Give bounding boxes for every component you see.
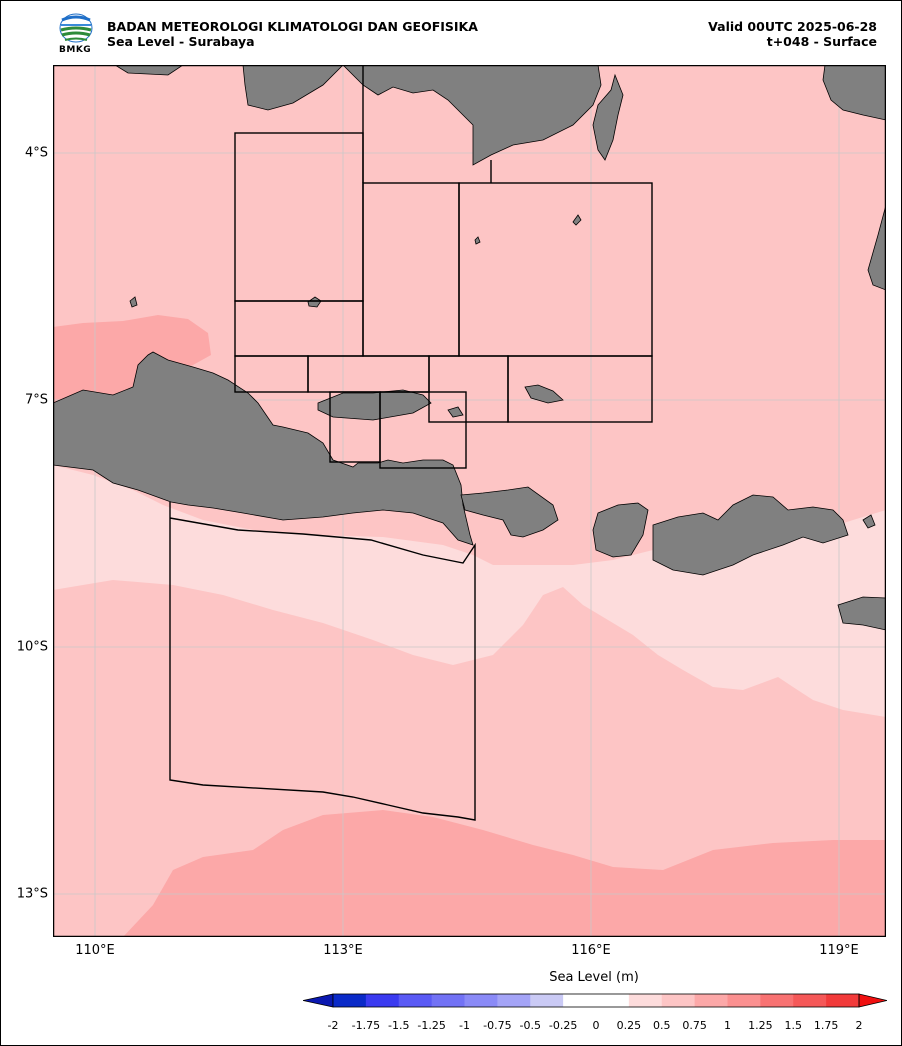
sea-field-java-sea-high — [53, 315, 211, 410]
land-islet-2 — [474, 236, 481, 245]
colorbar-tick-label: 1.5 — [784, 1019, 803, 1032]
colorbar-segment — [563, 994, 597, 1007]
land-borneo-south — [243, 65, 602, 166]
land-sulawesi-sw — [867, 204, 886, 291]
colorbar-tick-label: -0.5 — [519, 1019, 541, 1032]
colorbar-tick-label: 0 — [592, 1019, 600, 1032]
sea-field-0-25 — [53, 465, 886, 717]
lat-label-7s: 7°S — [24, 392, 48, 408]
colorbar-segment — [464, 994, 498, 1007]
colorbar-tick-label: -2 — [327, 1019, 339, 1032]
forecast-step: t+048 - Surface — [766, 34, 877, 49]
land-lombok — [592, 502, 649, 558]
header-right: Valid 00UTC 2025-06-28 t+048 - Surface — [708, 19, 877, 49]
land-kangean — [524, 384, 564, 404]
agency-name: BADAN METEOROLOGI KLIMATOLOGI DAN GEOFIS… — [107, 19, 478, 34]
land-bali — [460, 486, 559, 538]
colorbar-segment — [530, 994, 564, 1007]
landmasses — [53, 65, 886, 631]
land-sapudi — [447, 406, 464, 418]
lon-label-113e: 113°E — [323, 943, 363, 958]
colorbar-segment — [661, 994, 696, 1007]
colorbar-tick-label: -1.5 — [388, 1019, 410, 1032]
colorbar-segment — [628, 994, 663, 1007]
colorbar-segment — [727, 994, 761, 1007]
colorbar-segment — [826, 994, 860, 1007]
colorbar-segment — [497, 994, 531, 1007]
colorbar-segment — [694, 994, 728, 1007]
colorbar-tick-label: 0.75 — [682, 1019, 707, 1032]
colorbar-border — [332, 993, 860, 1008]
land-flores — [837, 596, 886, 631]
colorbar-segment — [365, 994, 400, 1007]
land-islet-3 — [862, 514, 876, 529]
sea-field-0-75 — [123, 810, 886, 937]
lon-label-110e: 110°E — [75, 943, 115, 958]
land-borneo-west — [114, 65, 184, 76]
region-south-java — [169, 502, 476, 821]
region-box-10 — [379, 391, 467, 469]
land-borneo-cape — [242, 65, 344, 111]
colorbar-tick-label: -1 — [459, 1019, 470, 1032]
land-karimunjawa — [129, 296, 138, 308]
header-left: BADAN METEOROLOGI KLIMATOLOGI DAN GEOFIS… — [107, 19, 478, 49]
colorbar-tick-label: -0.75 — [483, 1019, 512, 1032]
region-box-8 — [507, 355, 653, 423]
colorbar-tick-label: 1.75 — [813, 1019, 839, 1032]
valid-time: Valid 00UTC 2025-06-28 — [708, 19, 877, 34]
colorbar-segment — [431, 994, 465, 1007]
colorbar-tick-label: 0.5 — [653, 1019, 671, 1032]
land-bawean — [307, 296, 322, 308]
colorbar-segment — [398, 994, 433, 1007]
colorbar — [303, 993, 887, 1008]
land-sulawesi-south — [822, 65, 886, 121]
land-java — [53, 351, 474, 546]
map-border — [53, 65, 886, 937]
colorbar-tick-label: 1 — [724, 1019, 731, 1032]
colorbar-tick-label: -1.75 — [351, 1019, 381, 1032]
colorbar-segment — [760, 994, 794, 1007]
colorbar-segment — [333, 994, 367, 1007]
colorbar-tick-label: -1.25 — [417, 1019, 446, 1032]
colorbar-tick-label: -0.25 — [548, 1019, 578, 1032]
lon-label-119e: 119°E — [819, 943, 859, 958]
lon-label-116e: 116°E — [571, 943, 611, 958]
colorbar-title: Sea Level (m) — [549, 970, 639, 985]
land-laut-island — [592, 73, 624, 161]
product-name: Sea Level - Surabaya — [107, 34, 255, 49]
lat-label-13s: 13°S — [16, 886, 48, 902]
colorbar-arrow-min — [303, 993, 334, 1008]
colorbar-tick-label: 2 — [855, 1019, 863, 1032]
land-madura — [317, 389, 432, 421]
logo-text: BMKG — [59, 45, 92, 55]
lat-label-4s: 4°S — [24, 145, 48, 161]
colorbar-segment — [793, 994, 827, 1007]
sea-level-map — [53, 65, 886, 937]
colorbar-arrow-max — [858, 993, 887, 1008]
lat-label-10s: 10°S — [16, 639, 48, 655]
land-islet-1 — [572, 214, 582, 226]
colorbar-segment — [596, 994, 630, 1007]
colorbar-tick-label: 0.25 — [616, 1019, 642, 1032]
region-boundaries — [169, 65, 653, 821]
bmkg-logo — [57, 12, 95, 56]
land-sumbawa — [652, 494, 849, 576]
colorbar-tick-label: 1.25 — [748, 1019, 773, 1032]
